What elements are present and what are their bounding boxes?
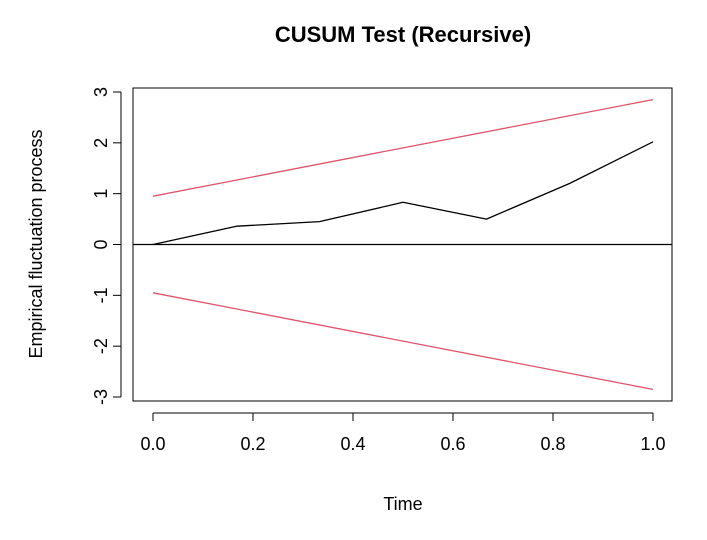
lower-boundary-line — [152, 292, 654, 391]
y-tick-label: 0 — [91, 239, 111, 249]
x-tick-label: 0.4 — [340, 434, 365, 454]
x-tick-label: 0.2 — [240, 434, 265, 454]
y-tick-label: -1 — [91, 287, 111, 303]
x-tick-label: 1.0 — [640, 434, 665, 454]
x-tick-label: 0.8 — [540, 434, 565, 454]
y-tick-label: -3 — [91, 389, 111, 405]
x-tick-label: 0.6 — [440, 434, 465, 454]
y-axis: -3 -2 -1 0 1 2 3 — [91, 87, 122, 405]
y-tick-label: 1 — [91, 189, 111, 199]
y-axis-label: Empirical fluctuation process — [26, 129, 46, 358]
process-line — [152, 141, 654, 246]
y-tick-label: 2 — [91, 138, 111, 148]
x-tick-label: 0.0 — [140, 434, 165, 454]
y-tick-label: -2 — [91, 338, 111, 354]
y-tick-label: 3 — [91, 87, 111, 97]
upper-boundary-line — [152, 98, 654, 197]
chart-title: CUSUM Test (Recursive) — [275, 22, 531, 47]
x-axis-label: Time — [383, 494, 422, 514]
x-axis: 0.0 0.2 0.4 0.6 0.8 1.0 — [140, 412, 666, 454]
series-layer — [133, 98, 672, 391]
